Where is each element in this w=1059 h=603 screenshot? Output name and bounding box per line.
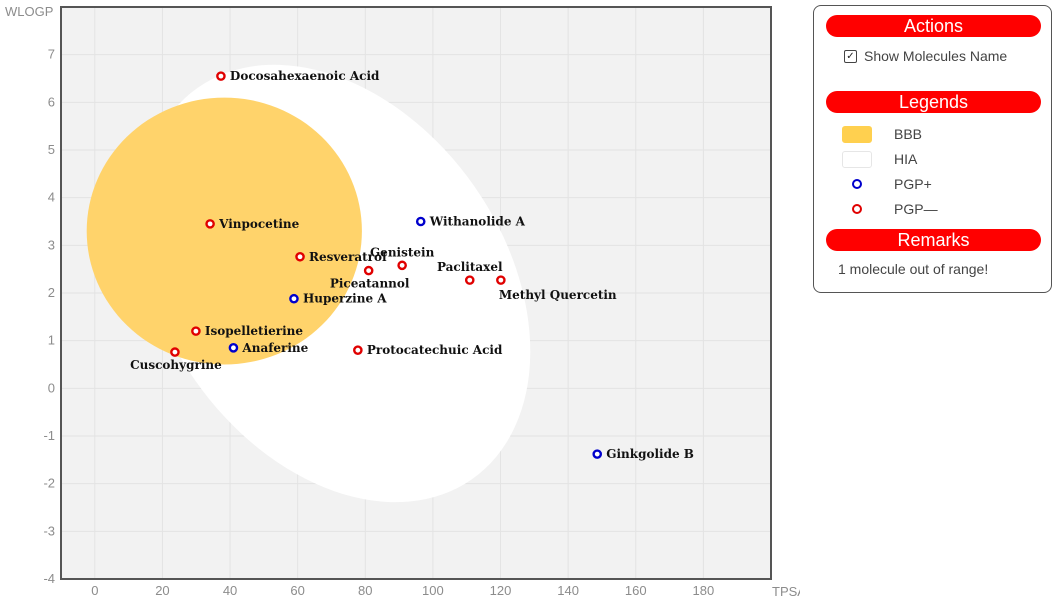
y-tick-label: 6 — [48, 94, 55, 109]
y-tick-label: 4 — [48, 190, 55, 205]
point-label: Withanolide A — [429, 215, 526, 229]
point-label: Methyl Quercetin — [499, 288, 617, 302]
y-tick-label: -2 — [43, 476, 55, 491]
show-names-checkbox-row[interactable]: ✓ Show Molecules Name — [844, 48, 1007, 64]
plot-frame — [60, 6, 772, 580]
x-tick-label: 120 — [490, 583, 512, 598]
hia-swatch-icon — [842, 150, 872, 168]
actions-header: Actions — [826, 15, 1041, 37]
y-axis-title: WLOGP — [5, 4, 53, 19]
remark-text: 1 molecule out of range! — [838, 261, 989, 277]
x-tick-label: 80 — [358, 583, 372, 598]
y-tick-label: 1 — [48, 333, 55, 348]
point-label: Genistein — [370, 245, 435, 259]
x-tick-label: 160 — [625, 583, 647, 598]
legend-label-pgp-minus: PGP— — [894, 201, 938, 217]
y-tick-label: 0 — [48, 380, 55, 395]
x-tick-label: 40 — [223, 583, 237, 598]
data-point — [464, 275, 475, 285]
y-tick-label: -1 — [43, 428, 55, 443]
data-point — [295, 251, 305, 262]
y-tick-label: 3 — [48, 237, 55, 252]
data-point — [228, 343, 239, 353]
show-names-checkbox[interactable]: ✓ — [844, 49, 857, 63]
pgp-plus-ring-icon — [852, 179, 862, 189]
data-point — [592, 449, 603, 459]
legend-label-hia: HIA — [894, 151, 918, 167]
data-point — [363, 265, 374, 276]
point-label: Vinpocetine — [218, 217, 300, 231]
legend-item-bbb: BBB — [842, 125, 922, 143]
bbb-swatch-icon — [842, 125, 872, 143]
data-point — [191, 326, 201, 336]
point-label: Ginkgolide B — [606, 447, 694, 461]
legend-item-pgp-minus: PGP— — [842, 200, 938, 218]
x-tick-label: 60 — [290, 583, 304, 598]
legends-header: Legends — [826, 91, 1041, 113]
legend-label-bbb: BBB — [894, 126, 923, 142]
y-tick-label: 2 — [48, 285, 55, 300]
y-tick-label: 7 — [48, 47, 55, 62]
point-label: Isopelletierine — [205, 324, 303, 338]
point-label: Protocatechuic Acid — [367, 343, 503, 357]
data-point — [397, 260, 407, 271]
y-tick-label: -3 — [43, 523, 55, 538]
data-point — [216, 71, 226, 81]
point-label: Huperzine A — [303, 292, 387, 306]
y-tick-label: 5 — [48, 142, 55, 157]
data-point — [496, 275, 506, 285]
data-point — [289, 293, 299, 304]
data-point — [353, 345, 363, 356]
point-label: Paclitaxel — [437, 260, 503, 274]
legend-label-pgp-plus: PGP+ — [894, 176, 932, 192]
data-point — [205, 219, 215, 229]
point-label: Piceatannol — [330, 277, 410, 291]
point-label: Anaferine — [241, 341, 308, 355]
x-tick-label: 180 — [693, 583, 715, 598]
legend-item-pgp-plus: PGP+ — [842, 175, 932, 193]
data-point — [170, 347, 180, 357]
legend-item-hia: HIA — [842, 150, 917, 168]
scatter-chart: 0 20 40 60 80 100 120 140 160 180 -4 -3 -2 -1 0 1 2 3 4 5 6 7… — [5, 4, 800, 599]
data-point — [415, 216, 426, 227]
pgp-minus-ring-icon — [852, 204, 862, 214]
y-tick-label: -4 — [43, 571, 55, 586]
show-names-label: Show Molecules Name — [864, 48, 1008, 64]
point-label: Docosahexaenoic Acid — [230, 69, 380, 83]
remarks-header: Remarks — [826, 229, 1041, 251]
x-tick-label: 20 — [155, 583, 169, 598]
x-tick-label: 0 — [91, 583, 98, 598]
point-label: Cuscohygrine — [130, 358, 222, 372]
x-axis-title: TPSA — [772, 584, 800, 599]
x-tick-label: 100 — [422, 583, 444, 598]
point-label: Resveratrol — [309, 250, 387, 264]
side-panel: Actions ✓ Show Molecules Name Legends BB… — [813, 5, 1052, 293]
x-tick-label: 140 — [557, 583, 579, 598]
